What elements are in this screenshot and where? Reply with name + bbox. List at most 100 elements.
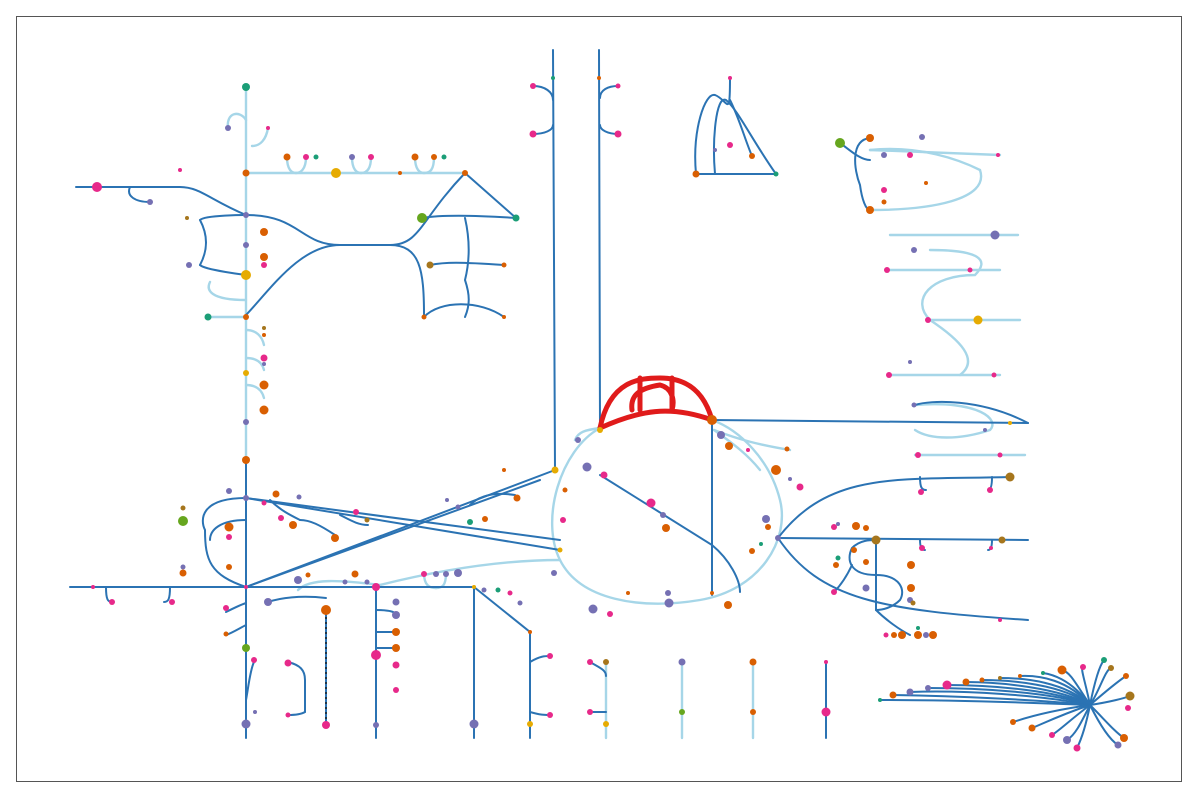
metabolite-node[interactable]: [264, 598, 272, 606]
metabolite-node[interactable]: [560, 517, 566, 523]
metabolite-node[interactable]: [1114, 741, 1122, 749]
metabolite-node[interactable]: [915, 452, 921, 458]
metabolite-node[interactable]: [284, 659, 292, 667]
metabolite-node[interactable]: [91, 585, 95, 589]
metabolite-node[interactable]: [242, 644, 250, 652]
metabolite-node[interactable]: [597, 76, 601, 80]
metabolite-node[interactable]: [1010, 719, 1016, 725]
metabolite-node[interactable]: [831, 589, 837, 595]
metabolite-node[interactable]: [717, 431, 725, 439]
metabolite-node[interactable]: [441, 154, 447, 160]
metabolite-node[interactable]: [646, 498, 656, 508]
metabolite-node[interactable]: [942, 680, 952, 690]
metabolite-node[interactable]: [226, 564, 232, 570]
metabolite-node[interactable]: [796, 483, 804, 491]
metabolite-node[interactable]: [871, 535, 881, 545]
metabolite-node[interactable]: [502, 468, 506, 472]
metabolite-node[interactable]: [914, 631, 922, 639]
metabolite-node[interactable]: [991, 372, 997, 378]
metabolite-node[interactable]: [261, 262, 267, 268]
metabolite-node[interactable]: [331, 534, 339, 542]
metabolite-node[interactable]: [501, 262, 507, 268]
metabolite-node[interactable]: [765, 524, 771, 530]
metabolite-node[interactable]: [445, 498, 449, 502]
metabolite-node[interactable]: [392, 598, 400, 606]
metabolite-node[interactable]: [925, 317, 931, 323]
metabolite-node[interactable]: [866, 206, 874, 214]
metabolite-node[interactable]: [759, 542, 763, 546]
metabolite-node[interactable]: [1018, 674, 1022, 678]
metabolite-node[interactable]: [547, 712, 553, 718]
metabolite-node[interactable]: [392, 644, 400, 652]
metabolite-node[interactable]: [614, 130, 622, 138]
metabolite-node[interactable]: [241, 270, 251, 280]
metabolite-node[interactable]: [226, 534, 232, 540]
metabolite-node[interactable]: [998, 676, 1002, 680]
metabolite-node[interactable]: [527, 721, 533, 727]
metabolite-node[interactable]: [426, 261, 434, 269]
metabolite-node[interactable]: [186, 262, 192, 268]
metabolite-node[interactable]: [588, 604, 598, 614]
metabolite-node[interactable]: [907, 152, 913, 158]
metabolite-node[interactable]: [863, 525, 869, 531]
metabolite-node[interactable]: [919, 545, 925, 551]
metabolite-node[interactable]: [169, 599, 175, 605]
metabolite-node[interactable]: [998, 618, 1002, 622]
metabolite-node[interactable]: [989, 546, 993, 550]
metabolite-node[interactable]: [495, 587, 501, 593]
metabolite-node[interactable]: [833, 562, 839, 568]
metabolite-node[interactable]: [925, 685, 931, 691]
metabolite-node[interactable]: [562, 487, 568, 493]
metabolite-node[interactable]: [724, 601, 732, 609]
metabolite-node[interactable]: [373, 722, 379, 728]
metabolite-node[interactable]: [223, 605, 229, 611]
metabolite-node[interactable]: [898, 631, 906, 639]
metabolite-node[interactable]: [889, 691, 897, 699]
metabolite-node[interactable]: [881, 152, 887, 158]
metabolite-node[interactable]: [364, 517, 370, 523]
metabolite-node[interactable]: [242, 169, 250, 177]
metabolite-node[interactable]: [251, 657, 257, 663]
metabolite-node[interactable]: [398, 171, 402, 175]
metabolite-node[interactable]: [603, 659, 609, 665]
metabolite-node[interactable]: [835, 138, 845, 148]
metabolite-node[interactable]: [749, 548, 755, 554]
metabolite-node[interactable]: [773, 171, 779, 177]
metabolite-node[interactable]: [547, 653, 553, 659]
metabolite-node[interactable]: [178, 516, 188, 526]
metabolite-node[interactable]: [482, 516, 488, 522]
metabolite-node[interactable]: [1080, 664, 1086, 670]
metabolite-node[interactable]: [109, 599, 115, 605]
metabolite-node[interactable]: [607, 611, 613, 617]
metabolite-node[interactable]: [587, 659, 593, 665]
metabolite-node[interactable]: [1108, 665, 1114, 671]
metabolite-node[interactable]: [886, 372, 892, 378]
metabolite-node[interactable]: [775, 535, 781, 541]
metabolite-node[interactable]: [253, 710, 257, 714]
metabolite-node[interactable]: [371, 650, 381, 660]
metabolite-node[interactable]: [997, 452, 1003, 458]
metabolite-node[interactable]: [1049, 732, 1055, 738]
metabolite-node[interactable]: [707, 415, 717, 425]
metabolite-node[interactable]: [322, 721, 330, 729]
metabolite-node[interactable]: [821, 707, 831, 717]
metabolite-node[interactable]: [626, 591, 630, 595]
metabolite-node[interactable]: [851, 547, 857, 553]
metabolite-node[interactable]: [283, 153, 291, 161]
metabolite-node[interactable]: [472, 585, 476, 589]
metabolite-node[interactable]: [272, 490, 280, 498]
metabolite-node[interactable]: [244, 585, 248, 589]
metabolite-node[interactable]: [1125, 691, 1135, 701]
metabolite-node[interactable]: [987, 487, 993, 493]
metabolite-node[interactable]: [224, 522, 234, 532]
metabolite-node[interactable]: [262, 326, 266, 330]
metabolite-node[interactable]: [788, 477, 792, 481]
metabolite-node[interactable]: [241, 719, 251, 729]
metabolite-node[interactable]: [421, 314, 427, 320]
metabolite-node[interactable]: [530, 83, 536, 89]
metabolite-node[interactable]: [924, 181, 928, 185]
metabolite-node[interactable]: [364, 579, 370, 585]
metabolite-node[interactable]: [528, 630, 532, 634]
metabolite-node[interactable]: [342, 579, 348, 585]
metabolite-node[interactable]: [243, 314, 249, 320]
